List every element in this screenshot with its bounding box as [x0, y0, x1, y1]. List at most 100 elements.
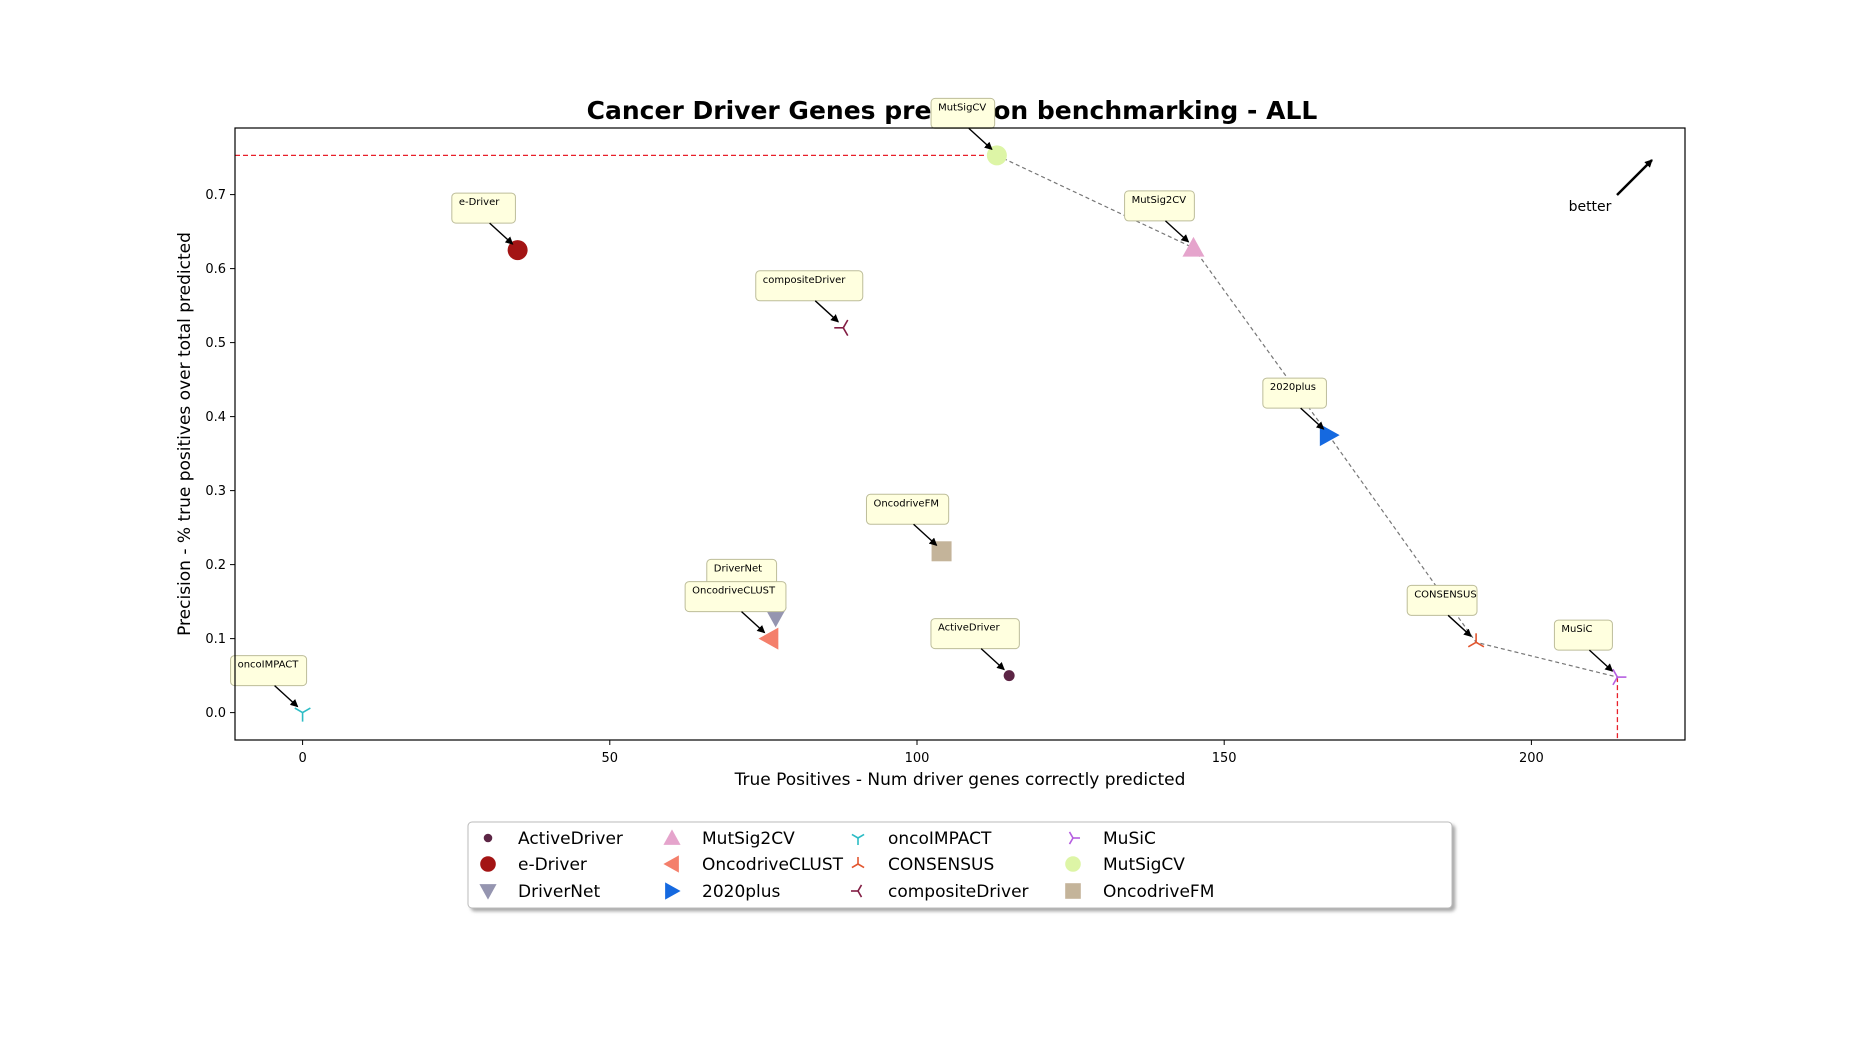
annotation-label: e-Driver: [459, 197, 500, 208]
annotation-arrow: [274, 685, 299, 708]
legend-marker: [851, 856, 865, 869]
better-label: better: [1569, 199, 1612, 215]
legend-item-2020plus: 2020plus: [665, 882, 781, 902]
annotation-arrow: [1588, 649, 1614, 672]
data-point-music: [1612, 668, 1627, 686]
legend-marker: [1068, 831, 1081, 845]
legend-item-compositedriver: compositeDriver: [850, 882, 1029, 902]
y-tick-label: 0.6: [205, 262, 226, 277]
legend-item-oncodriveclust: OncodriveCLUST: [663, 855, 844, 875]
annotation-oncodrivefm: OncodriveFM: [865, 493, 950, 546]
y-axis-label: Precision - % true positives over total …: [175, 232, 195, 636]
legend-marker: [480, 856, 496, 872]
annotation-arrow: [814, 300, 840, 323]
annotation-label: MutSig2CV: [1132, 195, 1187, 206]
data-point-consensus: [1467, 633, 1485, 648]
y-tick-label: 0.5: [205, 336, 226, 351]
legend-label: oncoIMPACT: [888, 829, 992, 849]
data-point-drivernet: [764, 607, 787, 628]
legend-label: MutSigCV: [1103, 855, 1185, 875]
annotation-activedriver: ActiveDriver: [930, 618, 1020, 671]
better-indicator: better: [1569, 159, 1653, 215]
y-tick-label: 0.1: [205, 632, 226, 647]
legend-marker: [479, 884, 497, 900]
data-point-2020plus: [1319, 424, 1340, 447]
legend-marker: [850, 884, 863, 898]
legend-marker: [663, 855, 679, 873]
annotation-label: MutSigCV: [938, 102, 986, 113]
annotation-label: 2020plus: [1270, 382, 1316, 393]
legend-item-drivernet: DriverNet: [479, 882, 600, 902]
annotation-mutsig2cv: MutSig2CV: [1124, 190, 1195, 243]
annotation-e-driver: e-Driver: [451, 192, 516, 245]
legend-label: OncodriveCLUST: [702, 855, 844, 875]
annotation-label: OncodriveCLUST: [692, 586, 776, 597]
legend-marker: [663, 829, 681, 845]
legend-label: compositeDriver: [888, 882, 1029, 902]
legend: ActiveDriver e-Driver DriverNet MutSig2CV On…: [467, 821, 1453, 909]
legend-item-consensus: CONSENSUS: [851, 855, 994, 875]
legend-label: MutSig2CV: [702, 829, 795, 849]
annotation-music: MuSiC: [1553, 619, 1614, 672]
x-tick-label: 200: [1519, 751, 1544, 766]
x-axis-label: True Positives - Num driver genes correc…: [734, 770, 1186, 790]
annotation-label: compositeDriver: [763, 275, 847, 286]
annotation-oncoimpact: oncoIMPACT: [230, 655, 308, 708]
legend-item-oncodrivefm: OncodriveFM: [1065, 882, 1214, 902]
annotation-label: OncodriveFM: [873, 498, 939, 509]
annotation-label: MuSiC: [1561, 624, 1592, 635]
plot-area-frame: [234, 127, 1686, 741]
data-point-mutsig2cv: [1182, 236, 1205, 257]
legend-item-mutsigcv: MutSigCV: [1065, 855, 1185, 875]
annotation-label: DriverNet: [714, 563, 762, 574]
annotation-arrow: [968, 127, 993, 151]
better-arrow: [1616, 159, 1653, 196]
annotation-label: CONSENSUS: [1414, 589, 1477, 600]
data-point-mutsigcv: [986, 145, 1007, 166]
legend-marker: [1065, 856, 1081, 872]
x-tick-label: 150: [1212, 751, 1237, 766]
x-tick-label: 100: [905, 751, 930, 766]
annotation-arrow: [741, 611, 766, 634]
legend-frame: [467, 821, 1453, 909]
data-point-e-driver: [507, 240, 528, 261]
legend-item-mutsig2cv: MutSig2CV: [663, 829, 795, 849]
annotation-oncodriveclust: OncodriveCLUST: [684, 581, 787, 634]
legend-label: MuSiC: [1103, 829, 1156, 849]
y-tick-label: 0.7: [205, 188, 226, 203]
legend-label: OncodriveFM: [1103, 882, 1214, 902]
annotation-2020plus: 2020plus: [1262, 377, 1327, 430]
legend-label: ActiveDriver: [518, 829, 623, 849]
annotation-label: oncoIMPACT: [238, 660, 300, 671]
data-point-oncodriveclust: [758, 627, 779, 650]
annotation-arrow: [489, 222, 514, 245]
annotation-compositedriver: compositeDriver: [755, 270, 864, 323]
data-point-activedriver: [1003, 670, 1015, 682]
y-tick-label: 0.0: [205, 706, 226, 721]
legend-marker: [851, 833, 865, 846]
legend-item-e-driver: e-Driver: [480, 855, 587, 875]
legend-label: 2020plus: [702, 882, 781, 902]
annotation-arrow: [1300, 407, 1325, 430]
pareto-front-line: [996, 154, 1618, 678]
annotation-arrow: [913, 523, 938, 546]
y-tick-label: 0.4: [205, 410, 226, 425]
legend-label: DriverNet: [518, 882, 600, 902]
y-tick-label: 0.3: [205, 484, 226, 499]
x-tick-label: 0: [298, 751, 306, 766]
y-tick-label: 0.2: [205, 558, 226, 573]
legend-marker: [483, 833, 493, 843]
legend-label: CONSENSUS: [888, 855, 994, 875]
annotation-arrow: [1447, 614, 1472, 637]
annotation-mutsigcv: MutSigCV: [930, 97, 996, 151]
annotation-consensus: CONSENSUS: [1406, 584, 1478, 637]
legend-item-activedriver: ActiveDriver: [483, 829, 623, 849]
legend-marker: [665, 882, 681, 900]
data-point-oncoimpact: [294, 707, 311, 722]
legend-item-oncoimpact: oncoIMPACT: [851, 829, 992, 849]
annotation-arrow: [1165, 220, 1190, 243]
annotation-arrow: [980, 648, 1005, 671]
data-point-oncodrivefm: [931, 541, 952, 562]
